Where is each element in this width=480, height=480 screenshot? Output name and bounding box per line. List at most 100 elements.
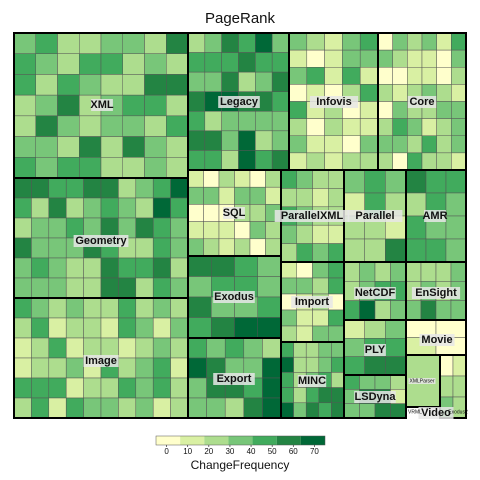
image-cell — [13, 397, 32, 419]
legacy-cell — [255, 111, 273, 132]
image-cell — [170, 297, 189, 319]
xml-cell — [166, 74, 189, 96]
xml-cell — [57, 136, 80, 158]
video-cell — [439, 375, 454, 398]
infovis-cell — [288, 32, 308, 51]
xml-cell — [79, 32, 102, 54]
geometry-cell — [135, 257, 154, 279]
image-cell — [13, 297, 32, 319]
image-cell — [48, 397, 67, 419]
group-label-parallel: Parallel — [355, 210, 394, 222]
core-cell — [377, 49, 393, 68]
geometry-cell — [48, 277, 67, 299]
group-label-bg — [411, 287, 461, 299]
core-cell — [377, 152, 393, 171]
image-cell — [118, 357, 137, 379]
minc-cell — [331, 387, 345, 404]
legacy-cell — [271, 32, 290, 53]
minc-cell — [331, 372, 345, 388]
legacy-cell — [271, 91, 290, 112]
legend-swatch — [204, 436, 229, 445]
legend-tick-label: 40 — [247, 447, 256, 456]
core-cell — [407, 67, 423, 85]
xml-cell — [144, 115, 167, 137]
core-cell — [421, 118, 437, 136]
sql-cell — [187, 169, 204, 188]
core-cell — [451, 84, 467, 102]
minc-cell — [318, 387, 332, 404]
cells-layer — [13, 32, 467, 419]
infovis-cell — [324, 135, 343, 154]
xml-cell — [13, 157, 36, 179]
import-cell — [328, 261, 345, 279]
legacy-cell — [238, 71, 256, 92]
exodus-cell — [187, 317, 212, 339]
xml-cell — [166, 94, 189, 117]
image-cell — [65, 317, 84, 339]
image-cell — [118, 337, 137, 359]
minc-cell — [293, 402, 307, 419]
group-label-bg — [419, 334, 455, 346]
xml-cell — [57, 94, 80, 117]
group-label-netcdf: NetCDF — [355, 287, 396, 299]
geometry-cell — [135, 237, 154, 259]
amr-cell — [405, 238, 427, 263]
geometry-cell — [118, 277, 137, 299]
group-label-bg — [291, 296, 333, 308]
group-label-bg — [91, 99, 113, 111]
minc-cell — [293, 341, 307, 358]
infovis-cell — [342, 135, 361, 154]
group-label-minc: MINC — [298, 375, 326, 387]
parallelxml-cell — [328, 243, 345, 263]
minc-cell — [318, 341, 332, 358]
geometry-cell — [118, 177, 137, 199]
sql-cell — [234, 186, 251, 205]
ensight-cell — [435, 261, 452, 282]
core-cell — [377, 32, 393, 51]
import-cell — [328, 309, 345, 327]
image-cell — [65, 357, 84, 379]
minc-cell — [293, 387, 307, 404]
amr-cell — [425, 238, 447, 263]
import-cell — [280, 325, 297, 343]
xml-cell — [35, 94, 58, 117]
legend-tick-label: 30 — [225, 447, 234, 456]
export-cell — [187, 377, 207, 399]
group-label-bg — [354, 391, 396, 403]
image-cell — [13, 337, 32, 359]
parallelxml-cell — [312, 169, 329, 189]
xml-cell — [100, 74, 123, 96]
xml-cell — [122, 94, 145, 117]
sql-cell — [265, 221, 282, 240]
parallel-cell — [364, 238, 386, 263]
image-cell — [100, 297, 119, 319]
parallelxml-cell — [296, 169, 313, 189]
legacy-cell — [204, 71, 222, 92]
infovis-cell — [359, 118, 379, 136]
parallel-cell — [364, 169, 386, 194]
legacy-cell — [255, 52, 273, 73]
image-cell — [135, 357, 154, 379]
geometry-cell — [31, 237, 50, 259]
group-label-image: Image — [85, 355, 117, 367]
legend-tick-label: 60 — [289, 447, 298, 456]
legend-tick-label: 50 — [268, 447, 277, 456]
infovis-cell — [359, 84, 379, 102]
chart-title: PageRank — [204, 10, 276, 27]
core-cell — [377, 118, 393, 136]
core-cell — [407, 118, 423, 136]
image-cell — [48, 337, 67, 359]
sql-cell — [265, 169, 282, 188]
group-label-bg — [354, 287, 396, 299]
minc-cell — [305, 341, 320, 358]
geometry-cell — [170, 257, 189, 279]
geometry-cell — [83, 177, 102, 199]
export-cell — [224, 337, 245, 359]
legacy-cell — [221, 150, 239, 171]
image-cell — [118, 317, 137, 339]
infovis-cell — [359, 67, 379, 85]
infovis-cell — [342, 67, 361, 85]
xml-cell — [144, 32, 167, 54]
import-cell — [312, 309, 329, 327]
